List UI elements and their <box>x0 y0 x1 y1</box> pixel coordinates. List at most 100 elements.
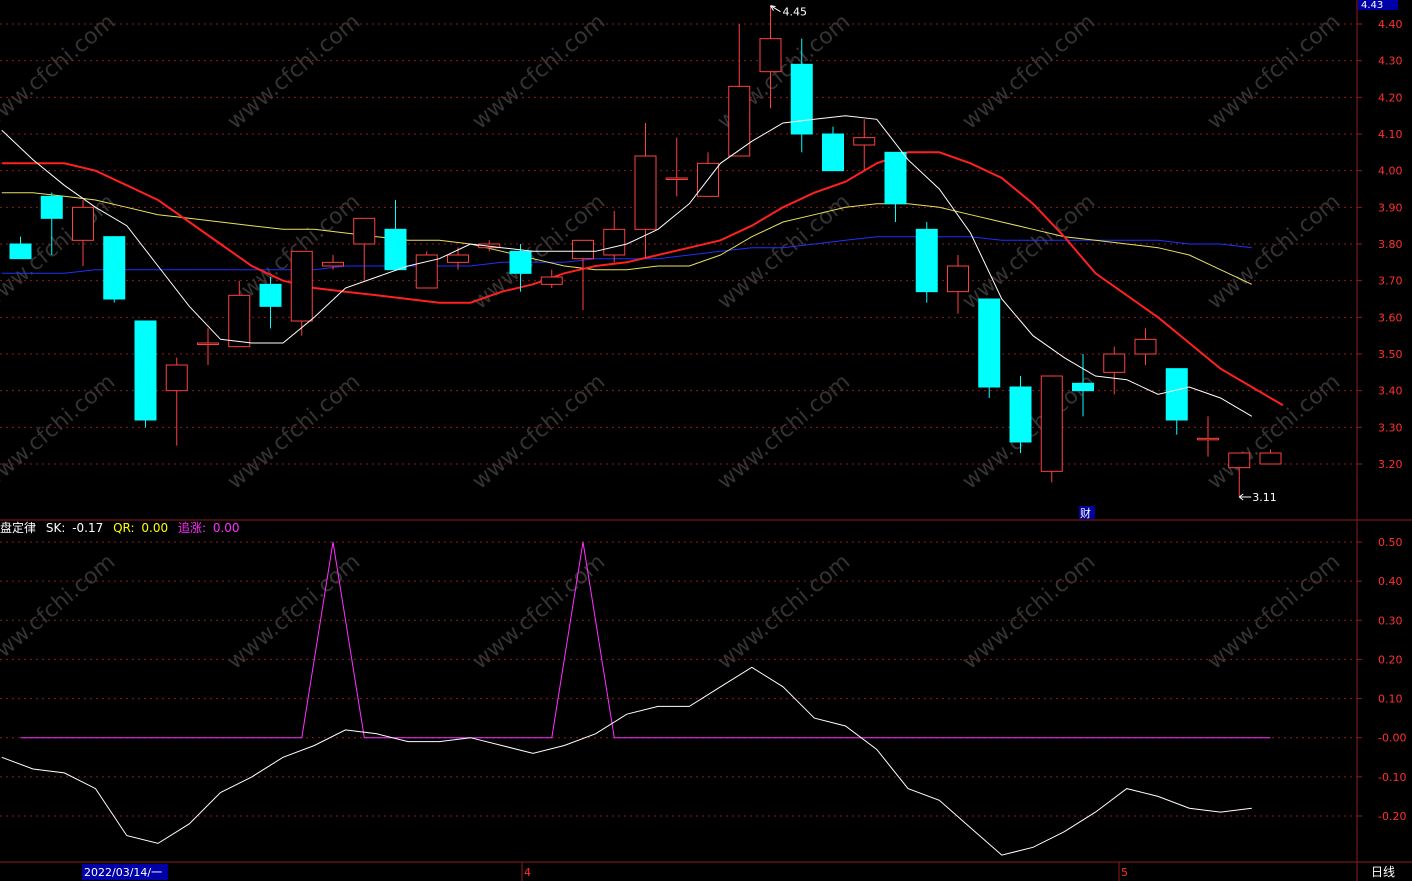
candle[interactable] <box>197 328 219 365</box>
candle-body-up <box>447 254 469 263</box>
price-tick-label: 3.60 <box>1378 311 1403 324</box>
candle[interactable] <box>1103 346 1126 395</box>
candle[interactable] <box>447 247 469 270</box>
candle[interactable] <box>1009 376 1032 453</box>
candle-body-up <box>72 206 94 241</box>
month-5-label: 5 <box>1121 866 1128 879</box>
low-marker-label: 3.11 <box>1252 491 1277 504</box>
ma20-line <box>1 192 1253 285</box>
candle[interactable] <box>634 123 657 259</box>
candle-body-down <box>259 283 282 307</box>
candle-body-down <box>134 320 157 421</box>
candle[interactable] <box>103 236 126 303</box>
candle[interactable] <box>665 137 688 197</box>
candle-body-up <box>634 155 657 230</box>
indicator-tick-label: -0.10 <box>1378 771 1406 784</box>
watermark-text: www.cfchi.com <box>468 369 610 494</box>
indicator-tick-label: -0.00 <box>1378 732 1406 745</box>
candle-body-up <box>165 364 188 392</box>
indicator-header: 盘定律 SK: -0.17 QR: 0.00 追涨: 0.00 <box>0 520 240 535</box>
watermark-text: www.cfchi.com <box>713 369 855 494</box>
candle-body-up <box>728 85 751 157</box>
watermark-text: www.cfchi.com <box>223 9 365 134</box>
candle-body-down <box>1072 382 1094 392</box>
watermark-text: www.cfchi.com <box>1203 189 1345 314</box>
candle[interactable] <box>1228 452 1251 497</box>
watermark-text: www.cfchi.com <box>468 9 610 134</box>
candle[interactable] <box>978 298 1001 398</box>
high-marker: 4.45 <box>770 5 807 19</box>
candle[interactable] <box>540 269 563 288</box>
price-tick-label: 3.80 <box>1378 238 1403 251</box>
candle[interactable] <box>572 239 594 310</box>
candle[interactable] <box>290 250 313 336</box>
candle-body-up <box>540 276 563 285</box>
candle[interactable] <box>384 200 407 271</box>
watermark-text: www.cfchi.com <box>223 369 365 494</box>
candle-body-down <box>884 151 907 205</box>
candle[interactable] <box>728 24 751 157</box>
ma10-line <box>1 151 1284 407</box>
price-tick-label: 3.70 <box>1378 275 1403 288</box>
candle[interactable] <box>884 151 907 222</box>
indicator-tick-label: -0.20 <box>1378 810 1406 823</box>
finance-marker[interactable]: 财 <box>1079 506 1095 520</box>
candle-body-up <box>1103 353 1126 373</box>
ma5-line <box>1 115 1253 417</box>
watermark-text: www.cfchi.com <box>1203 9 1345 134</box>
candle-body-up <box>290 250 313 322</box>
candle-body-down <box>384 228 407 271</box>
sk-value: -0.17 <box>72 521 103 535</box>
indicator-grid <box>0 541 1357 817</box>
candle[interactable] <box>915 222 938 303</box>
indicator-tick-label: 0.40 <box>1378 575 1403 588</box>
candle[interactable] <box>72 200 94 266</box>
candle[interactable] <box>228 280 251 348</box>
candle[interactable] <box>509 244 532 292</box>
candle[interactable] <box>1165 368 1188 435</box>
candle[interactable] <box>759 5 782 109</box>
candle[interactable] <box>947 255 969 314</box>
candle[interactable] <box>853 119 876 171</box>
candle[interactable] <box>40 192 63 255</box>
watermark-text: www.cfchi.com <box>468 549 610 674</box>
candle[interactable] <box>134 320 157 428</box>
candle-body-up <box>853 137 876 146</box>
candle[interactable] <box>1134 328 1157 365</box>
candle-body-up <box>228 294 251 348</box>
candle[interactable] <box>322 255 344 270</box>
candle[interactable] <box>415 251 438 289</box>
candle-body-up <box>1259 452 1282 465</box>
candle[interactable] <box>822 126 844 172</box>
candle[interactable] <box>1259 449 1282 465</box>
indicator-name: 盘定律 <box>0 520 36 535</box>
indicator-tick-label: 0.30 <box>1378 614 1403 627</box>
candle[interactable] <box>1040 375 1063 483</box>
candle-body-down <box>509 250 532 274</box>
period-label[interactable]: 日线 <box>1371 865 1395 879</box>
candle-body-up <box>322 261 344 267</box>
candle[interactable] <box>259 277 282 329</box>
price-tick-label: 4.20 <box>1378 91 1403 104</box>
candle[interactable] <box>1197 416 1219 457</box>
price-tick-label: 4.10 <box>1378 128 1403 141</box>
indicator-tick-label: 0.10 <box>1378 693 1403 706</box>
candle[interactable] <box>9 236 32 260</box>
candle[interactable] <box>790 38 813 153</box>
start-date-label: 2022/03/14/一 <box>84 866 162 879</box>
price-tick-label: 4.00 <box>1378 165 1403 178</box>
finance-marker-label: 财 <box>1080 506 1091 520</box>
price-tick-label: 4.40 <box>1378 18 1403 31</box>
candle[interactable] <box>165 357 188 446</box>
price-tick-label: 4.30 <box>1378 55 1403 68</box>
candle[interactable] <box>603 211 626 263</box>
price-tick-label: 3.20 <box>1378 458 1403 471</box>
current-price-box: 4.43 <box>1358 0 1398 11</box>
watermark-text: www.cfchi.com <box>713 549 855 674</box>
candle[interactable] <box>353 217 376 281</box>
candle-body-up <box>1134 338 1157 355</box>
price-tick-label: 3.40 <box>1378 385 1403 398</box>
low-marker: 3.11 <box>1238 491 1277 504</box>
